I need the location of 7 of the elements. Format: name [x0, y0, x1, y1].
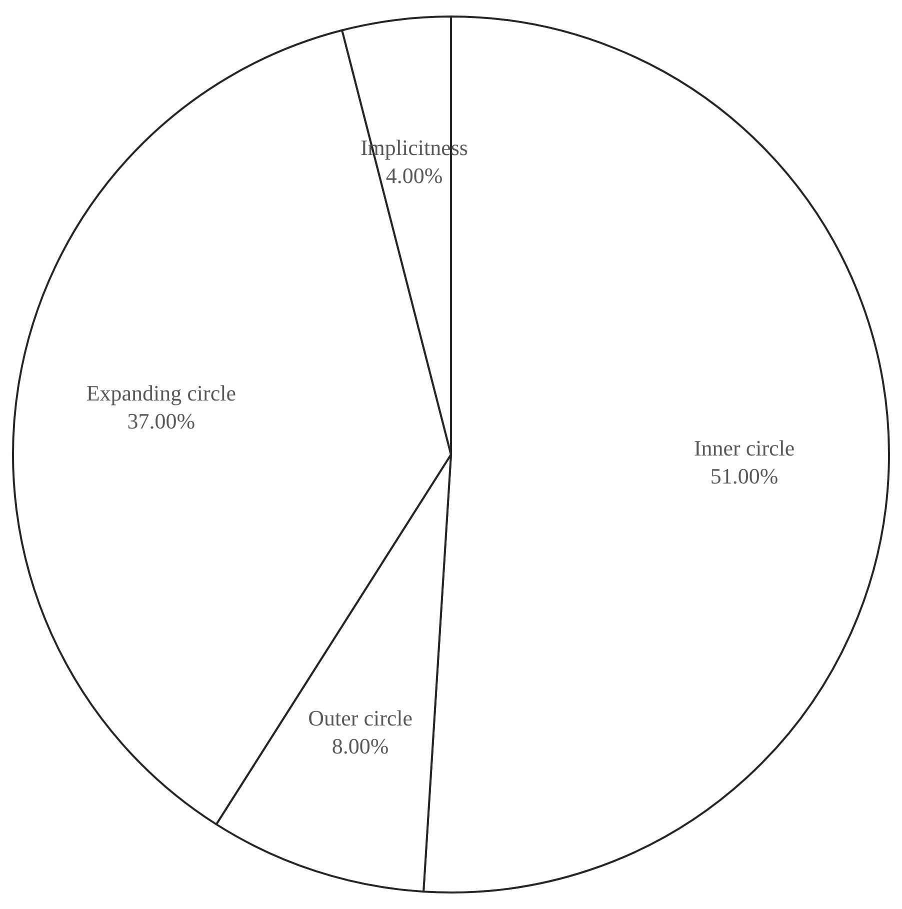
data-label: 8.00%: [332, 733, 389, 758]
slice-label: Outer circle: [308, 705, 413, 730]
data-label: 4.00%: [386, 163, 443, 188]
slice-label: Inner circle: [694, 436, 795, 460]
slice-label: Expanding circle: [86, 380, 236, 406]
data-label: 37.00%: [127, 408, 196, 434]
data-label: 51.00%: [710, 464, 778, 488]
